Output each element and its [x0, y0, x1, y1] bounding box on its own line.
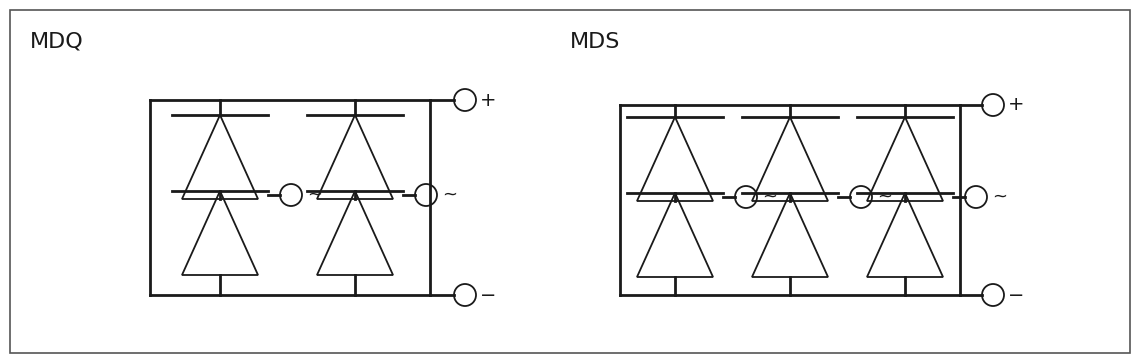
Text: MDQ: MDQ	[30, 32, 83, 52]
Text: ~: ~	[762, 188, 777, 206]
Text: ~: ~	[307, 186, 321, 204]
Text: ~: ~	[442, 186, 457, 204]
Text: ~: ~	[877, 188, 891, 206]
Text: −: −	[1008, 286, 1025, 305]
Text: +: +	[1008, 95, 1025, 114]
Text: +: +	[480, 90, 497, 110]
Text: −: −	[480, 286, 496, 305]
Text: ~: ~	[992, 188, 1007, 206]
Text: MDS: MDS	[570, 32, 620, 52]
